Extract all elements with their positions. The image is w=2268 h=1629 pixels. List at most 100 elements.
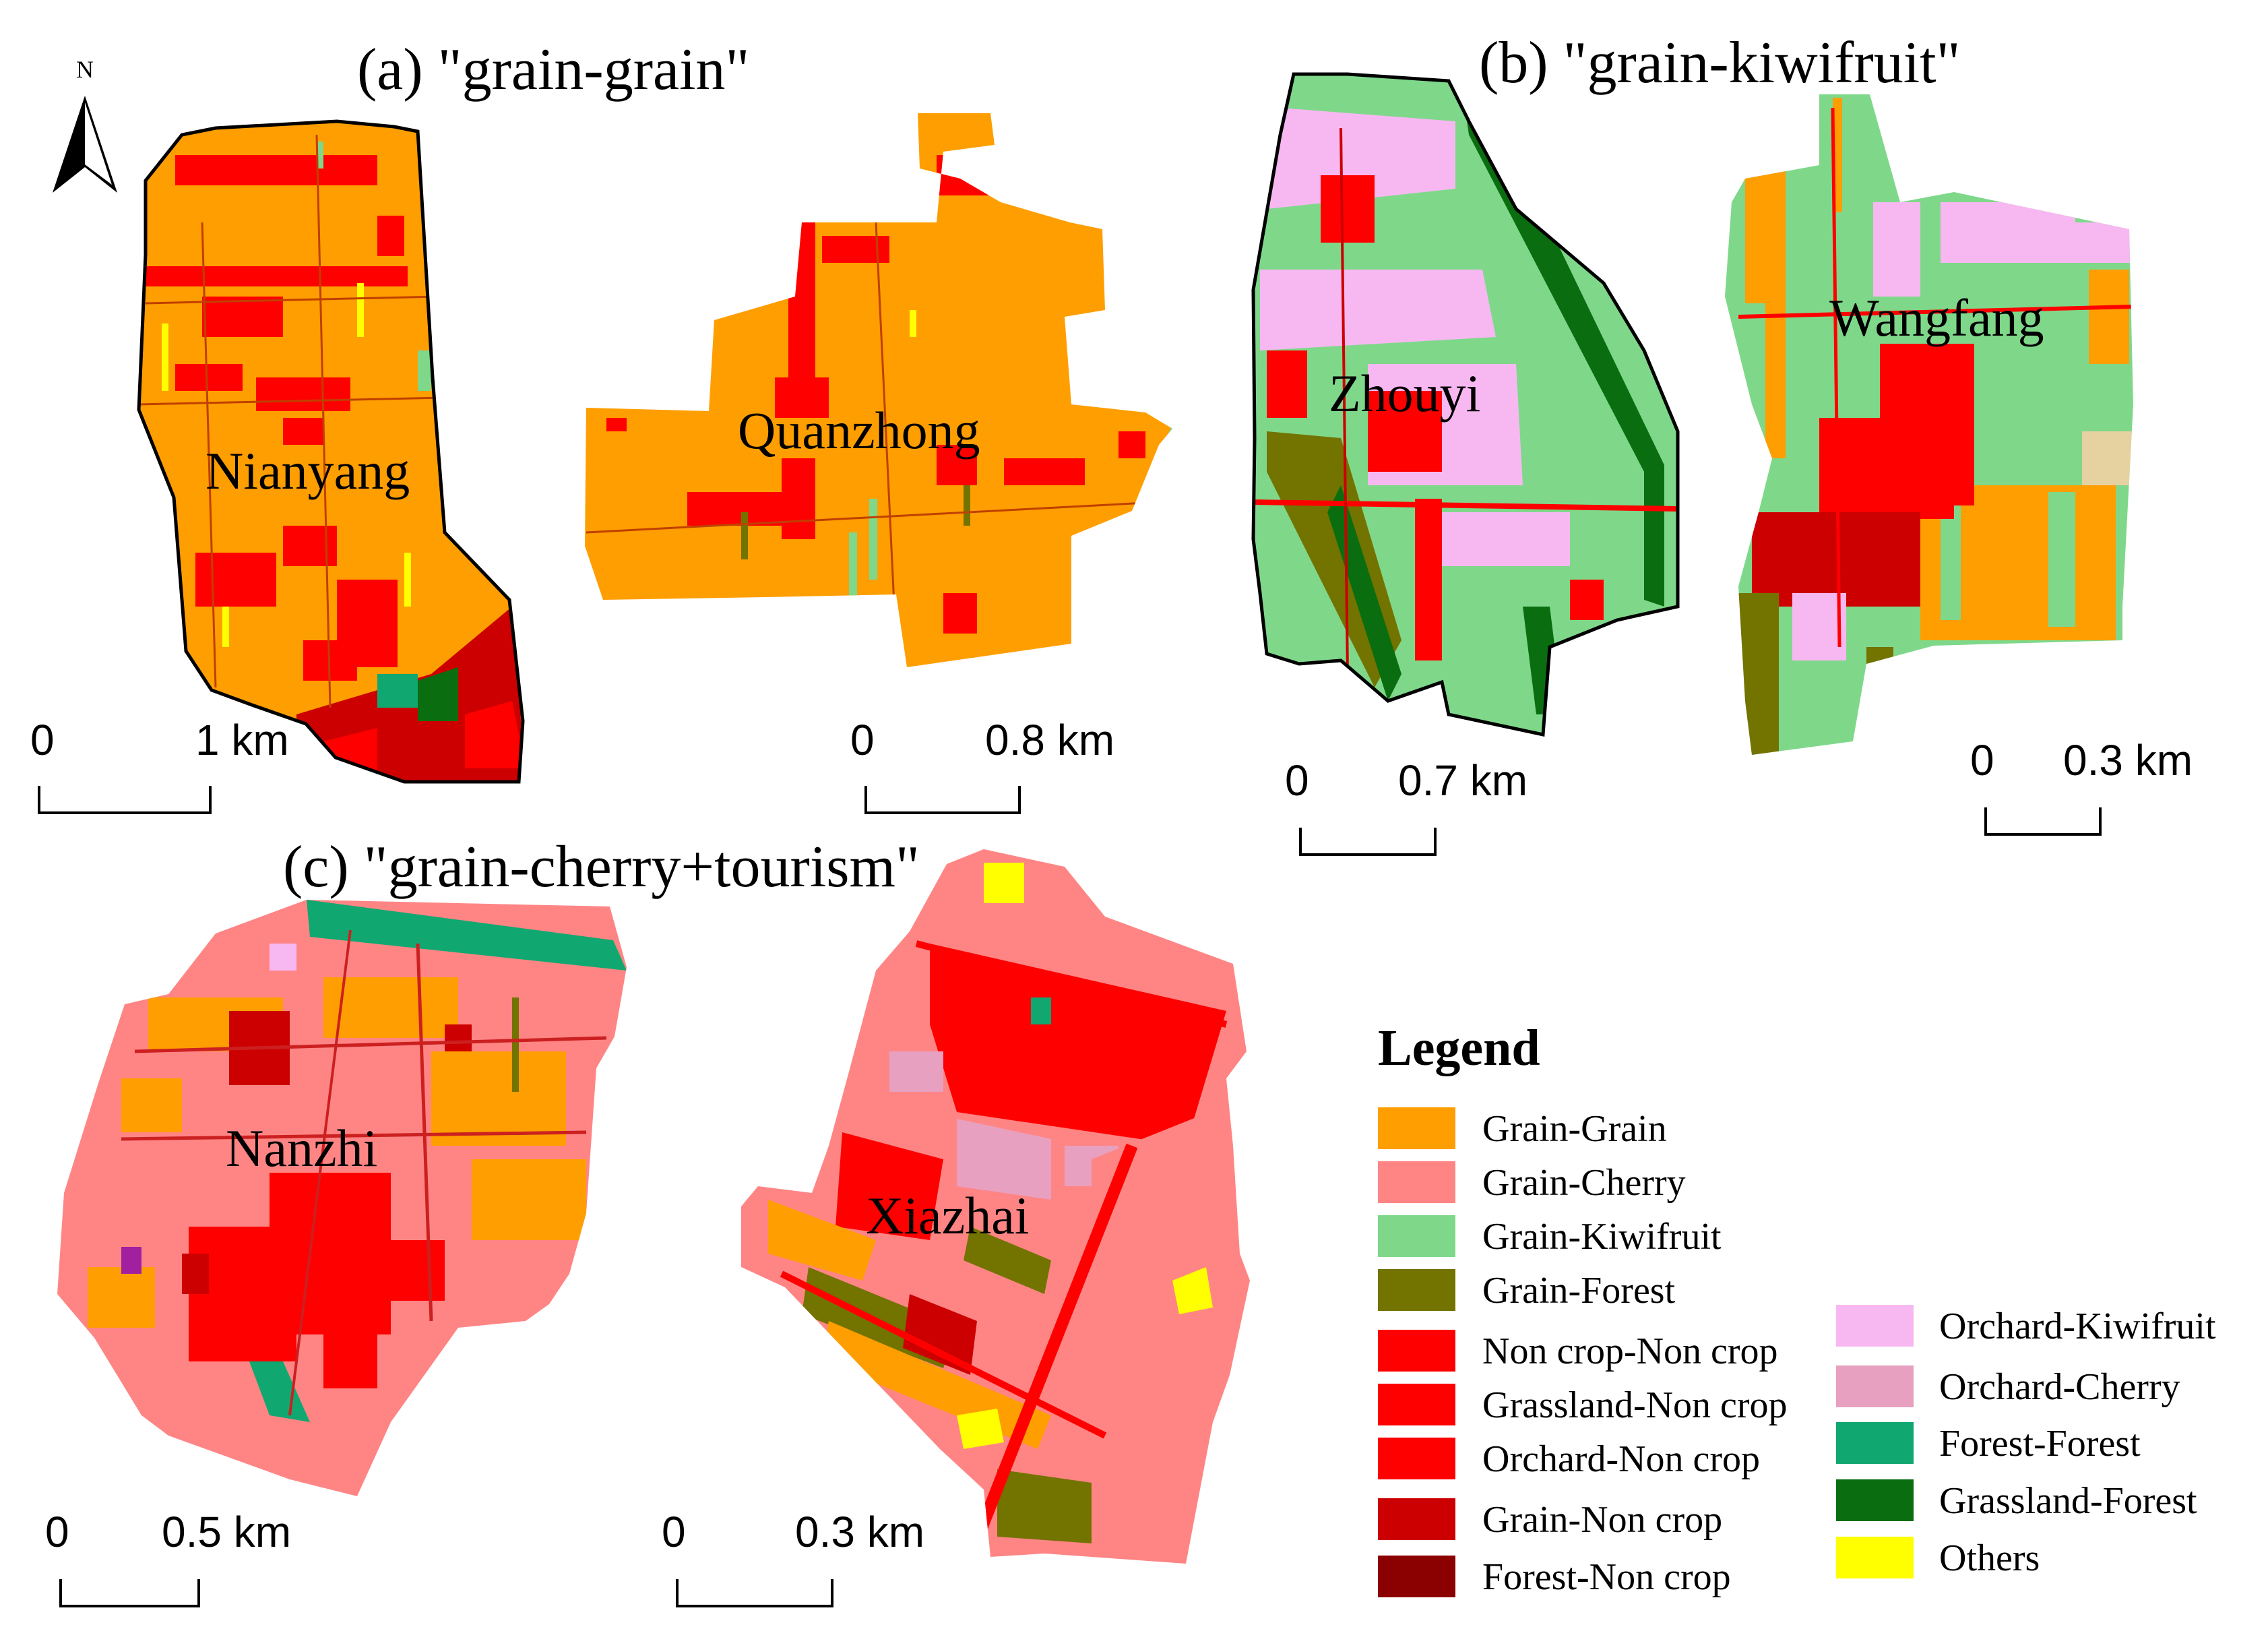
map-nanzhi-patch bbox=[391, 1240, 445, 1301]
map-nianyang-patch bbox=[283, 418, 323, 445]
map-zhouyi-road bbox=[1253, 499, 1678, 512]
map-nanzhi-patch bbox=[307, 900, 627, 971]
north-arrow: N bbox=[53, 56, 117, 193]
legend-item-10: Orchard-Kiwifruit bbox=[1836, 1305, 2216, 1347]
legend-item-4: Grain-Forest bbox=[1378, 1269, 1676, 1312]
map-nianyang-patch bbox=[175, 155, 377, 185]
scale-bar-distance: 0.3 km bbox=[2063, 736, 2193, 785]
map-quanzhong-patch bbox=[943, 593, 977, 634]
scale-bar-3: 0 0.7 km bbox=[1285, 756, 1527, 856]
map-nianyang-patch bbox=[283, 526, 337, 566]
map-zhouyi-patch bbox=[1570, 580, 1604, 620]
map-nanzhi-patch bbox=[88, 1267, 155, 1328]
map-xiazhai-patch bbox=[1092, 1105, 1240, 1442]
legend-item-3: Grain-Kiwifruit bbox=[1378, 1215, 1722, 1258]
map-quanzhong-patch bbox=[849, 532, 857, 613]
scale-bar-line bbox=[38, 786, 212, 814]
legend-item-12: Forest-Forest bbox=[1836, 1422, 2141, 1465]
map-nianyang-patch bbox=[377, 216, 404, 256]
map-zhouyi-patch bbox=[1321, 175, 1375, 243]
scale-bar-zero: 0 bbox=[45, 1508, 69, 1556]
map-nanzhi-patch bbox=[472, 1159, 586, 1240]
map-nianyang-patch bbox=[139, 266, 408, 286]
legend-label: Grain-Forest bbox=[1482, 1270, 1676, 1312]
map-xiazhai-patch bbox=[1172, 1267, 1213, 1314]
map-nianyang-patch bbox=[377, 674, 418, 708]
map-nanzhi-patch bbox=[182, 1254, 209, 1294]
place-nianyang: Nianyang bbox=[206, 441, 410, 500]
scale-bar-line bbox=[1299, 828, 1437, 856]
scale-bar-line bbox=[1984, 807, 2102, 836]
map-quanzhong-patch bbox=[606, 418, 627, 431]
map-wangfang-patch bbox=[1792, 593, 1846, 660]
legend-label: Others bbox=[1939, 1537, 2040, 1579]
map-zhouyi-patch bbox=[1415, 499, 1442, 660]
map-xiazhai-patch bbox=[984, 863, 1024, 903]
scale-bar-1: 0 1 km bbox=[30, 716, 289, 814]
map-zhouyi-road bbox=[1340, 127, 1349, 675]
map-quanzhong-patch bbox=[937, 445, 977, 485]
map-wangfang-patch bbox=[1765, 297, 1786, 458]
scale-bar-distance: 0.8 km bbox=[985, 716, 1114, 764]
map-quanzhong-patch bbox=[822, 236, 889, 263]
map-zhouyi-outline bbox=[1251, 72, 1680, 737]
text-labels: (a) "grain-grain" (b) "grain-kiwifruit" … bbox=[206, 30, 2044, 1245]
map-nianyang-road bbox=[139, 396, 445, 406]
scale-bar-zero: 0 bbox=[1970, 736, 1994, 785]
map-nanzhi-road bbox=[416, 943, 433, 1322]
map-nanzhi-patch bbox=[323, 977, 458, 1038]
map-nianyang-patch bbox=[465, 701, 523, 768]
legend-label: Grassland-Non crop bbox=[1482, 1384, 1788, 1426]
map-quanzhong-patch bbox=[1004, 458, 1085, 485]
map-xiazhai-patch bbox=[964, 1227, 1051, 1294]
map-xiazhai-road bbox=[915, 940, 1228, 1028]
scale-bar-5: 0 0.5 km bbox=[45, 1508, 291, 1607]
legend-swatch bbox=[1836, 1305, 1914, 1347]
map-wangfang-patch bbox=[1745, 168, 1786, 303]
map-zhouyi-patch bbox=[1368, 391, 1442, 472]
map-xiazhai-patch bbox=[768, 1200, 876, 1281]
place-wangfang: Wangfang bbox=[1829, 288, 2044, 347]
legend-item-5: Non crop-Non crop bbox=[1378, 1330, 1778, 1372]
scale-bar-2: 0 0.8 km bbox=[850, 716, 1114, 814]
scale-bar-zero: 0 bbox=[850, 716, 875, 764]
map-nianyang-outline bbox=[137, 119, 525, 784]
legend-item-7: Orchard-Non crop bbox=[1378, 1438, 1760, 1480]
map-nianyang-patch bbox=[357, 283, 364, 337]
legend-label: Grain-Grain bbox=[1482, 1108, 1667, 1150]
legend-swatch bbox=[1836, 1479, 1914, 1521]
north-label: N bbox=[76, 56, 94, 83]
panel-title-a: (a) "grain-grain" bbox=[357, 37, 749, 102]
scale-bars: 0 1 km 0 0.8 km 0 0.7 km 0 0.3 km 0 0.5 km 0 0.3 km bbox=[30, 716, 2193, 1607]
map-xiazhai-patch bbox=[889, 1051, 943, 1092]
legend-swatch bbox=[1378, 1161, 1455, 1203]
scale-bar-6: 0 0.3 km bbox=[662, 1508, 924, 1607]
map-wangfang-patch bbox=[1819, 418, 1954, 519]
place-xiazhai: Xiazhai bbox=[866, 1186, 1030, 1245]
map-wangfang-patch bbox=[1941, 202, 2075, 263]
map-quanzhong-patch bbox=[910, 310, 916, 337]
map-wangfang-patch bbox=[2075, 222, 2133, 263]
legend-title: Legend bbox=[1378, 1020, 1540, 1076]
legend-item-8: Grain-Non crop bbox=[1378, 1498, 1722, 1541]
legend-label: Forest-Forest bbox=[1939, 1423, 2141, 1465]
map-quanzhong-patch bbox=[1119, 431, 1145, 458]
map-nianyang-patch bbox=[418, 667, 458, 721]
scale-bar-distance: 0.7 km bbox=[1398, 756, 1527, 805]
legend-label: Grain-Kiwifruit bbox=[1482, 1216, 1722, 1258]
map-quanzhong-road bbox=[875, 222, 897, 648]
map-nanzhi-road bbox=[121, 1130, 587, 1141]
scale-bar-distance: 0.3 km bbox=[795, 1508, 924, 1556]
map-zhouyi-patch bbox=[1428, 512, 1570, 566]
map-nanzhi-patch bbox=[249, 1361, 310, 1422]
map-nianyang-patch bbox=[317, 142, 323, 168]
legend-item-2: Grain-Cherry bbox=[1378, 1161, 1686, 1204]
map-wangfang-patch bbox=[1866, 647, 1893, 701]
map-xiazhai-patch bbox=[930, 944, 1226, 1146]
map-quanzhong-patch bbox=[788, 222, 815, 398]
map-wangfang-patch bbox=[1738, 593, 1779, 755]
map-zhouyi-patch bbox=[1260, 270, 1496, 350]
scale-bar-zero: 0 bbox=[662, 1508, 686, 1556]
